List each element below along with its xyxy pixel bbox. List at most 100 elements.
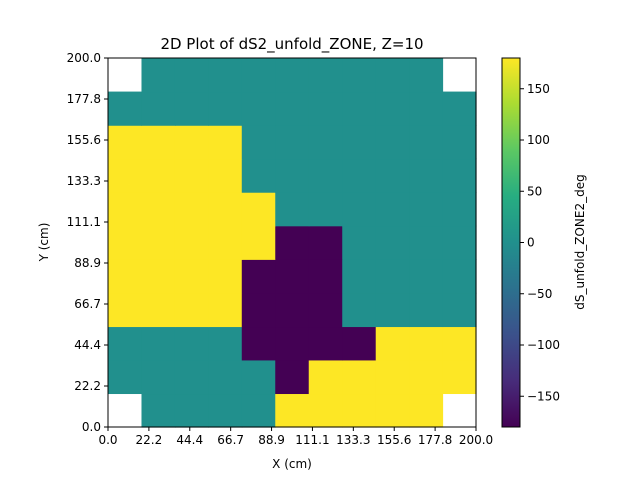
colorbar-label: dS_unfold_ZONE2_deg (573, 174, 587, 309)
heatmap-cell (208, 91, 243, 126)
heatmap-cell (375, 158, 410, 193)
heatmap-cell (174, 58, 209, 93)
heatmap-cell (208, 259, 243, 294)
y-tick-label: 66.7 (74, 297, 101, 311)
heatmap-cell (409, 292, 444, 328)
heatmap-cell (241, 326, 276, 361)
colorbar-tick-label: 100 (527, 133, 550, 147)
colorbar-tick-label: 150 (527, 82, 550, 96)
heatmap-cell (342, 393, 377, 428)
heatmap-cell (241, 58, 276, 93)
x-tick-label: 133.3 (336, 433, 370, 447)
heatmap-cell (409, 58, 444, 93)
heatmap-cell (241, 158, 276, 193)
heatmap-cell (275, 259, 310, 294)
heatmap-cell (442, 91, 477, 126)
heatmap-cell (409, 91, 444, 126)
heatmap-cell (275, 91, 310, 126)
heatmap-cell (141, 259, 176, 294)
x-tick-label: 88.9 (258, 433, 285, 447)
heatmap-cell (342, 125, 377, 160)
x-tick-label: 200.0 (459, 433, 493, 447)
heatmap-cell (442, 259, 477, 294)
x-axis-ticks: 0.0 22.2 44.4 66.7 88.9 111.1 133.3 155.6 177.8 2… (98, 427, 493, 447)
heatmap-cell (208, 125, 243, 160)
heatmap-cell (308, 158, 343, 193)
heatmap-cell (141, 158, 176, 193)
heatmap-cell (241, 292, 276, 328)
heatmap-cell (141, 393, 176, 428)
heatmap-cell (275, 58, 310, 93)
heatmap-cell (442, 326, 477, 361)
y-tick-label: 0.0 (82, 420, 101, 434)
x-tick-label: 44.4 (176, 433, 203, 447)
heatmap-cell (275, 192, 310, 227)
y-axis-ticks: 0.0 22.2 44.4 66.7 88.9 111.1 133.3 155.6 177.8 2… (67, 51, 108, 434)
heatmap-cell (409, 192, 444, 227)
heatmap-cell (241, 192, 276, 227)
heatmap-cell (174, 292, 209, 328)
heatmap-cell (208, 359, 243, 395)
heatmap-cell (409, 259, 444, 294)
heatmap-cell (342, 158, 377, 193)
heatmap-cell (342, 292, 377, 328)
heatmap-cell (108, 91, 143, 126)
heatmap-cell (342, 225, 377, 260)
heatmap-cell (108, 326, 143, 361)
heatmap-cell (342, 58, 377, 93)
heatmap-cell (409, 225, 444, 260)
heatmap-cell (174, 192, 209, 227)
plot-frame (107, 57, 477, 428)
heatmap-cell (208, 225, 243, 260)
heatmap-cell (342, 326, 377, 361)
x-tick-label: 0.0 (98, 433, 117, 447)
heatmap-cell (174, 326, 209, 361)
heatmap-cell (141, 192, 176, 227)
heatmap-cell (375, 259, 410, 294)
heatmap-cell (208, 192, 243, 227)
heatmap-cell (141, 326, 176, 361)
heatmap-cell (409, 158, 444, 193)
heatmap-cell (308, 326, 343, 361)
y-tick-label: 22.2 (74, 379, 101, 393)
heatmap-cell (442, 225, 477, 260)
heatmap-cell (241, 125, 276, 160)
heatmap-cell (208, 292, 243, 328)
x-tick-label: 177.8 (418, 433, 452, 447)
colorbar-tick-label: 50 (527, 184, 542, 198)
heatmap-cell (208, 158, 243, 193)
heatmap-cell (308, 91, 343, 126)
x-tick-label: 111.1 (295, 433, 329, 447)
heatmap-cell (275, 359, 310, 395)
heatmap-cell (141, 225, 176, 260)
heatmap-cell (174, 158, 209, 193)
heatmap-cell (375, 292, 410, 328)
heatmap-cell (442, 125, 477, 160)
heatmap-cell (308, 225, 343, 260)
colorbar-tick-label: −150 (527, 389, 560, 403)
heatmap-cell (375, 393, 410, 428)
heatmap-cell (308, 259, 343, 294)
heatmap-cell (275, 225, 310, 260)
heatmap-cell (275, 393, 310, 428)
heatmap-cell (409, 326, 444, 361)
heatmap-cell (342, 192, 377, 227)
heatmap-cell (442, 158, 477, 193)
heatmap-cell (108, 225, 143, 260)
y-tick-label: 200.0 (67, 51, 101, 65)
colorbar-tick-label: −100 (527, 338, 560, 352)
heatmap-cell (275, 292, 310, 328)
chart-title: 2D Plot of dS2_unfold_ZONE, Z=10 (160, 35, 423, 54)
heatmap-cell (342, 359, 377, 395)
heatmap-cell (108, 292, 143, 328)
heatmap-cell (375, 359, 410, 395)
heatmap-cell (275, 326, 310, 361)
y-tick-label: 88.9 (74, 256, 101, 270)
heatmap-cell (308, 192, 343, 227)
heatmap-cell (208, 58, 243, 93)
heatmap-cell (241, 91, 276, 126)
heatmap-cell (308, 292, 343, 328)
heatmap-cell (141, 58, 176, 93)
y-tick-label: 177.8 (67, 92, 101, 106)
